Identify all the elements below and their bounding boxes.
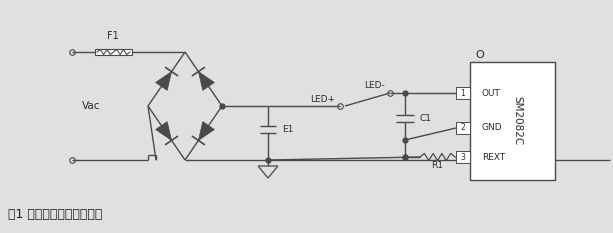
- Polygon shape: [199, 122, 215, 140]
- Text: R1: R1: [432, 161, 443, 171]
- Text: REXT: REXT: [482, 153, 505, 161]
- Text: 2: 2: [460, 123, 465, 133]
- Text: OUT: OUT: [482, 89, 501, 97]
- Text: Vac: Vac: [82, 101, 101, 111]
- Text: 图1 灯丝灯方案的应用原理: 图1 灯丝灯方案的应用原理: [8, 209, 102, 222]
- Bar: [456, 122, 470, 134]
- Text: SM2082C: SM2082C: [512, 96, 522, 146]
- Text: LED-: LED-: [364, 82, 385, 90]
- Bar: [456, 151, 470, 163]
- Text: 3: 3: [460, 153, 465, 161]
- Text: F1: F1: [107, 31, 119, 41]
- Text: O: O: [475, 50, 484, 60]
- Text: E1: E1: [282, 125, 294, 134]
- Bar: [456, 87, 470, 99]
- Polygon shape: [156, 72, 172, 90]
- Text: GND: GND: [482, 123, 503, 133]
- Polygon shape: [199, 72, 215, 90]
- Text: 1: 1: [460, 89, 465, 97]
- Text: LED+: LED+: [310, 95, 335, 103]
- Polygon shape: [156, 122, 172, 140]
- Text: C1: C1: [419, 114, 431, 123]
- Bar: [470, 62, 555, 180]
- Bar: [95, 49, 132, 55]
